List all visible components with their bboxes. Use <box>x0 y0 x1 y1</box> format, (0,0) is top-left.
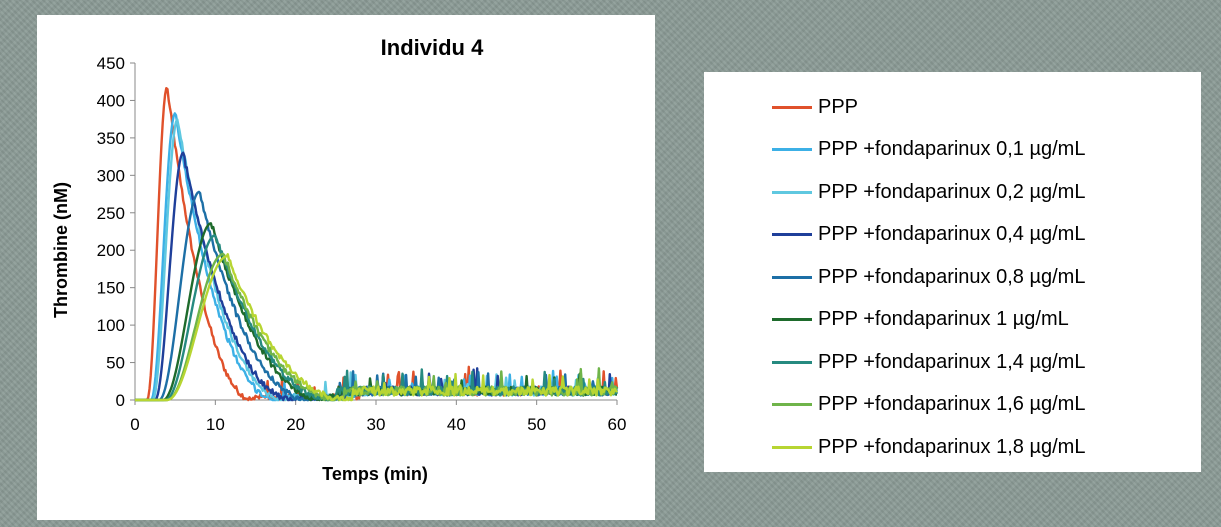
legend-item: PPP +fondaparinux 1 µg/mL <box>772 299 1085 342</box>
line-chart: Individu 4 Thrombine (nM) Temps (min) 0 5… <box>51 35 627 484</box>
x-tick-label: 20 <box>286 415 305 434</box>
legend-panel: PPP PPP +fondaparinux 0,1 µg/mL PPP +fonda… <box>704 72 1201 472</box>
y-tick-label: 50 <box>106 354 125 373</box>
y-tick-label: 450 <box>97 54 125 73</box>
legend-label: PPP <box>818 95 859 118</box>
legend-swatch <box>772 318 812 322</box>
legend-swatch <box>772 403 812 407</box>
series-group <box>135 87 619 402</box>
legend-swatch <box>772 275 812 279</box>
legend-label: PPP +fondaparinux 0,2 µg/mL <box>818 180 1086 203</box>
legend-swatch <box>772 445 812 449</box>
series-line-8 <box>135 253 619 402</box>
legend-swatch <box>772 190 812 194</box>
axes: 0 50 100 150 200 250 300 350 400 450 0 10 20 30 40 50 60 <box>97 54 627 434</box>
legend-item: PPP +fondaparinux 0,8 µg/mL <box>772 256 1085 299</box>
x-tick-label: 0 <box>130 415 139 434</box>
y-axis-label: Thrombine (nM) <box>51 182 71 318</box>
legend-item: PPP +fondaparinux 1,6 µg/mL <box>772 384 1085 427</box>
legend-item: PPP +fondaparinux 0,4 µg/mL <box>772 214 1085 257</box>
legend-swatch <box>772 360 812 364</box>
y-tick-label: 150 <box>97 279 125 298</box>
y-tick-label: 200 <box>97 241 125 260</box>
y-tick-label: 250 <box>97 204 125 223</box>
x-tick-label: 50 <box>527 415 546 434</box>
legend-swatch <box>772 105 812 109</box>
series-line-7 <box>135 252 619 402</box>
legend-item: PPP +fondaparinux 0,2 µg/mL <box>772 171 1085 214</box>
legend-swatch <box>772 233 812 237</box>
legend-item: PPP <box>772 86 1085 129</box>
legend-label: PPP +fondaparinux 1,8 µg/mL <box>818 435 1086 458</box>
legend-item: PPP +fondaparinux 1,4 µg/mL <box>772 341 1085 384</box>
legend: PPP PPP +fondaparinux 0,1 µg/mL PPP +fonda… <box>772 86 1085 469</box>
y-tick-label: 350 <box>97 129 125 148</box>
legend-label: PPP +fondaparinux 0,4 µg/mL <box>818 223 1086 246</box>
legend-item: PPP +fondaparinux 0,1 µg/mL <box>772 129 1085 172</box>
chart-title: Individu 4 <box>381 35 484 60</box>
legend-label: PPP +fondaparinux 1 µg/mL <box>818 308 1069 331</box>
x-axis-label: Temps (min) <box>322 464 428 484</box>
y-tick-label: 400 <box>97 91 125 110</box>
x-tick-label: 60 <box>608 415 627 434</box>
x-tick-label: 40 <box>447 415 466 434</box>
x-tick-label: 10 <box>206 415 225 434</box>
legend-label: PPP +fondaparinux 0,8 µg/mL <box>818 265 1086 288</box>
y-tick-label: 0 <box>116 391 125 410</box>
x-tick-label: 30 <box>367 415 386 434</box>
legend-label: PPP +fondaparinux 1,6 µg/mL <box>818 393 1086 416</box>
legend-item: PPP +fondaparinux 1,8 µg/mL <box>772 426 1085 469</box>
y-tick-label: 100 <box>97 316 125 335</box>
chart-panel: Individu 4 Thrombine (nM) Temps (min) 0 5… <box>37 15 655 520</box>
y-tick-label: 300 <box>97 166 125 185</box>
legend-swatch <box>772 148 812 152</box>
legend-label: PPP +fondaparinux 0,1 µg/mL <box>818 138 1086 161</box>
legend-label: PPP +fondaparinux 1,4 µg/mL <box>818 350 1086 373</box>
